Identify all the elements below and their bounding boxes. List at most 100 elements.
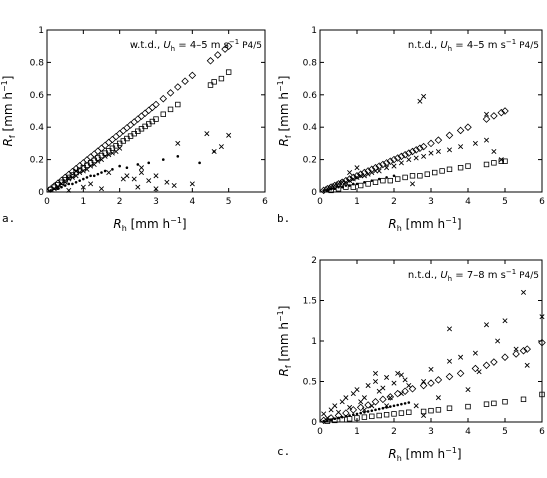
y-axis-label-sup: −1	[276, 310, 285, 322]
diamond-point	[538, 338, 546, 347]
x-point	[324, 415, 330, 421]
diamond-point	[386, 157, 395, 165]
x-axis-label: Rh [mm h−1]	[388, 446, 461, 463]
square-point	[391, 411, 397, 417]
dot-point	[366, 410, 370, 413]
y-axis-label-var: R	[1, 138, 15, 146]
diamond-point	[419, 381, 428, 390]
x-point	[421, 413, 427, 419]
y-tick-label: 1.5	[303, 297, 317, 307]
square-point	[402, 174, 408, 181]
dot-point	[322, 189, 326, 192]
dot-point	[125, 166, 129, 169]
dot-point	[337, 416, 340, 420]
x-point	[428, 150, 434, 156]
square-point	[207, 82, 214, 88]
y-axis-label-sup: −1	[0, 80, 9, 92]
diamond-point	[141, 109, 149, 118]
x-point	[472, 140, 478, 146]
y-axis-label: Rf [mm h−1]	[0, 76, 17, 147]
diamond-point	[214, 51, 222, 59]
square-point	[446, 405, 453, 411]
dot-point	[355, 412, 359, 416]
dot-point	[78, 179, 81, 182]
dot-point	[161, 158, 165, 161]
y-axis-label-close: ]	[277, 76, 291, 81]
dot-point	[363, 410, 366, 414]
diamond-point	[490, 358, 498, 366]
diamond-point	[405, 149, 413, 157]
annotation-suffix: P4/5	[239, 41, 262, 51]
annotation-range: = 4–5 m s	[452, 40, 506, 51]
x-tick-label: 6	[539, 197, 545, 207]
dot-point	[322, 419, 326, 423]
diamond-point	[126, 121, 135, 129]
x-point	[109, 150, 115, 156]
x-point	[369, 170, 375, 176]
chart-panel-1: 0 1 2 3 4 5 6 0 0.2 0.4 0.6 0.8 1 w.t.d., Uh = 4–5 m …	[0, 26, 268, 233]
annotation-suffix: P4/5	[516, 41, 539, 51]
y-tick-label: 0.8	[30, 58, 45, 68]
square-point	[350, 184, 356, 190]
dot-point	[396, 403, 400, 407]
dot-point	[85, 176, 89, 179]
x-point	[347, 170, 353, 176]
dot-point	[71, 182, 74, 186]
x-point	[380, 385, 386, 391]
square-point	[502, 399, 508, 405]
diamond-point	[393, 389, 402, 398]
x-point	[138, 170, 144, 176]
x-point	[95, 158, 101, 164]
x-point	[398, 372, 404, 378]
x-tick-label: 4	[465, 427, 471, 437]
x-point	[524, 362, 530, 368]
annotation-suffix: P4/5	[516, 271, 539, 281]
dot-point	[352, 413, 355, 417]
x-point	[189, 181, 195, 187]
diamond-point	[181, 77, 189, 85]
dot-point	[344, 184, 348, 187]
x-point	[391, 163, 397, 169]
dot-point	[74, 180, 78, 184]
x-point	[435, 395, 441, 401]
x-point	[428, 366, 434, 372]
dot-point	[385, 176, 388, 179]
y-axis-label-unit: [mm h	[1, 92, 15, 135]
dot-point	[333, 417, 337, 421]
diamond-point	[464, 123, 472, 131]
square-point	[520, 396, 527, 403]
dot-point	[370, 409, 374, 412]
x-point	[226, 132, 232, 138]
x-point	[321, 411, 327, 417]
annotation-sup: −1	[506, 38, 516, 46]
x-point	[350, 176, 356, 182]
dot-point	[377, 407, 381, 411]
diamond-point	[174, 83, 182, 91]
dot-point	[392, 404, 396, 408]
dot-point	[96, 172, 100, 176]
x-point	[446, 326, 453, 332]
dot-point	[355, 182, 359, 186]
square-point	[324, 418, 331, 424]
x-point	[328, 184, 334, 190]
x-point	[421, 153, 427, 159]
diamond-point	[416, 144, 424, 153]
x-point	[361, 395, 367, 401]
x-point	[372, 378, 379, 385]
dot-point	[56, 187, 60, 191]
square-point	[446, 166, 453, 173]
dot-point	[333, 187, 337, 191]
diamond-point	[356, 170, 365, 178]
dot-point	[359, 411, 363, 415]
x-axis-label-close: ]	[457, 217, 462, 231]
x-point	[476, 369, 482, 375]
diamond-point	[152, 100, 160, 109]
x-point	[498, 157, 504, 163]
x-tick-label: 0	[44, 197, 50, 207]
dot-point	[392, 174, 396, 178]
x-point	[59, 181, 65, 187]
x-point	[435, 148, 441, 155]
diamond-point	[427, 379, 435, 387]
square-point	[225, 69, 232, 75]
x-tick-label: 5	[226, 197, 232, 207]
